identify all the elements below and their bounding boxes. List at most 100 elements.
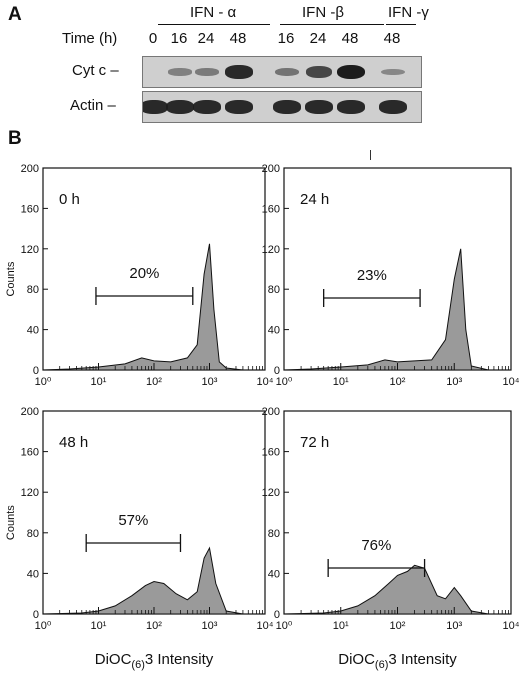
y-tick-label: 120 — [262, 244, 280, 256]
histogram-panel: 0 40 80 120 160 200 10⁰ 10¹ 10² 10³ 10⁴ 72 h 76% DiOC… — [262, 406, 520, 671]
cytc-band — [225, 65, 253, 79]
actin-band — [166, 100, 194, 114]
panel-time-label: 0 h — [59, 191, 80, 208]
y-tick-label: 160 — [21, 447, 39, 459]
x-tick-label: 10¹ — [333, 376, 349, 388]
y-tick-label: 120 — [262, 487, 280, 499]
x-tick-label: 10¹ — [91, 620, 107, 632]
group-rule-ifn-beta — [280, 24, 384, 25]
x-axis-label: DiOC(6)3 Intensity — [338, 651, 457, 671]
blot-strip-cytc — [142, 56, 422, 88]
x-tick-label: 10³ — [446, 620, 462, 632]
gate-percentage-label: 76% — [361, 537, 391, 554]
stray-tick-mark — [370, 150, 371, 160]
histogram-panel: 0 40 80 120 160 200 10⁰ 10¹ 10² 10³ 10⁴ 48 h 57% Coun… — [5, 406, 274, 671]
x-tick-label: 10⁰ — [276, 376, 293, 388]
gate-percentage-label: 23% — [357, 267, 387, 284]
x-tick-label: 10⁴ — [257, 376, 274, 388]
x-tick-label: 10³ — [202, 620, 218, 632]
y-tick-label: 80 — [27, 528, 39, 540]
actin-band — [143, 100, 168, 114]
y-tick-label: 40 — [27, 568, 39, 580]
lane-time-label: 48 — [383, 30, 401, 47]
histogram-panel: 0 40 80 120 160 200 10⁰ 10¹ 10² 10³ 10⁴ 0 h 20% Count… — [5, 163, 274, 388]
actin-band — [305, 100, 333, 114]
panel-time-label: 72 h — [300, 434, 329, 451]
y-tick-label: 0 — [274, 609, 280, 621]
cytc-band — [337, 65, 365, 79]
x-tick-label: 10¹ — [333, 620, 349, 632]
histogram-area — [283, 248, 511, 371]
y-tick-label: 160 — [21, 203, 39, 215]
actin-band — [225, 100, 253, 114]
cytc-band — [381, 68, 405, 76]
time-axis-label: Time (h) — [62, 30, 118, 47]
panel-a-letter: A — [8, 4, 22, 25]
actin-band — [379, 100, 407, 114]
x-tick-label: 10³ — [202, 376, 218, 388]
panel-b-letter: B — [8, 128, 22, 149]
histogram-area — [42, 546, 265, 615]
x-tick-label: 10² — [390, 376, 406, 388]
x-tick-label: 10¹ — [91, 376, 107, 388]
gate-percentage-label: 20% — [129, 265, 159, 282]
y-tick-label: 0 — [33, 609, 39, 621]
x-tick-label: 10³ — [446, 376, 462, 388]
y-tick-label: 120 — [21, 244, 39, 256]
panel-time-label: 24 h — [300, 191, 329, 208]
y-tick-label: 80 — [268, 284, 280, 296]
group-label-ifn-alpha: IFN - α — [190, 4, 237, 21]
y-axis-label: Counts — [5, 261, 17, 296]
y-tick-label: 200 — [21, 406, 39, 418]
lane-time-label: 48 — [229, 30, 247, 47]
x-tick-label: 10⁰ — [35, 620, 52, 632]
group-rule-ifn-gamma — [386, 24, 416, 25]
y-tick-label: 0 — [274, 365, 280, 377]
x-tick-label: 10⁴ — [257, 620, 274, 632]
gate-percentage-label: 57% — [118, 512, 148, 529]
actin-band — [193, 100, 221, 114]
cytc-band — [305, 66, 333, 78]
y-tick-label: 40 — [268, 325, 280, 337]
lane-time-label: 24 — [197, 30, 215, 47]
y-tick-label: 40 — [268, 568, 280, 580]
x-tick-label: 10⁰ — [276, 620, 293, 632]
x-tick-label: 10⁴ — [503, 376, 520, 388]
y-tick-label: 40 — [27, 325, 39, 337]
histogram-panel: 0 40 80 120 160 200 10⁰ 10¹ 10² 10³ 10⁴ 24 h 23% — [262, 163, 520, 388]
actin-band — [337, 100, 365, 114]
lane-time-label: 0 — [148, 30, 158, 47]
lane-time-label: 24 — [309, 30, 327, 47]
y-tick-label: 0 — [33, 365, 39, 377]
cytc-band — [274, 67, 300, 77]
x-tick-label: 10⁰ — [35, 376, 52, 388]
group-label-ifn-gamma: IFN -γ — [388, 4, 429, 21]
cytc-band — [168, 68, 192, 76]
y-tick-label: 200 — [262, 406, 280, 418]
histogram-area — [283, 564, 511, 615]
blot-row-label-actin: Actin – — [70, 97, 116, 114]
panel-time-label: 48 h — [59, 434, 88, 451]
y-tick-label: 160 — [262, 203, 280, 215]
y-tick-label: 160 — [262, 447, 280, 459]
actin-band — [273, 100, 301, 114]
x-tick-label: 10² — [390, 620, 406, 632]
y-tick-label: 200 — [262, 163, 280, 175]
y-tick-label: 120 — [21, 487, 39, 499]
x-tick-label: 10² — [146, 376, 162, 388]
lane-time-label: 16 — [170, 30, 188, 47]
lane-time-label: 48 — [341, 30, 359, 47]
y-tick-label: 200 — [21, 163, 39, 175]
histogram-area — [42, 243, 265, 371]
x-axis-label: DiOC(6)3 Intensity — [95, 651, 214, 671]
y-tick-label: 80 — [27, 284, 39, 296]
blot-strip-actin — [142, 91, 422, 123]
lane-time-label: 16 — [277, 30, 295, 47]
cytc-band — [195, 68, 219, 76]
blot-row-label-cytc: Cyt c – — [72, 62, 119, 79]
group-rule-ifn-alpha — [158, 24, 270, 25]
x-tick-label: 10⁴ — [503, 620, 520, 632]
x-tick-label: 10² — [146, 620, 162, 632]
y-tick-label: 80 — [268, 528, 280, 540]
